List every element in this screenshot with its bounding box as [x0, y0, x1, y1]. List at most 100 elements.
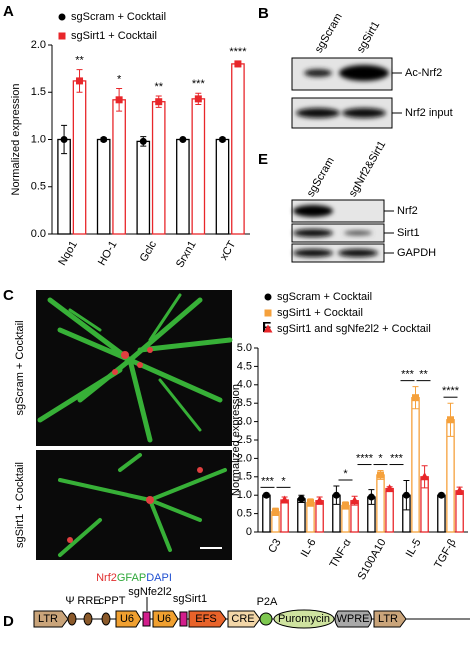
- band: [339, 65, 389, 81]
- x-tick-label: C3: [266, 537, 283, 555]
- mean-dot: [315, 496, 325, 505]
- y-axis-label: Normalized expression: [10, 84, 22, 196]
- lane-label: sgSirt1: [355, 19, 383, 55]
- element-label: U6: [120, 613, 134, 625]
- panel-letter: E: [258, 151, 268, 168]
- group-label: sgSirt1 + Cocktail: [14, 462, 26, 548]
- mean-dot: [100, 136, 108, 143]
- band: [293, 249, 333, 257]
- lane-label: sgScram: [313, 11, 345, 55]
- mean-dot: [385, 484, 395, 493]
- x-tick-label: xCT: [218, 239, 239, 263]
- x-tick-label: Gclc: [138, 239, 160, 264]
- bar: [376, 474, 385, 533]
- significance: ***: [192, 78, 206, 90]
- element-label: cPPT: [99, 595, 126, 607]
- mean-dot: [179, 136, 187, 143]
- legend-label: sgSirt1 + Cocktail: [71, 30, 157, 42]
- element-label: Puromycin: [278, 613, 330, 625]
- y-tick-label: 1.5: [237, 471, 252, 483]
- bar: [280, 499, 289, 533]
- bar: [455, 490, 464, 533]
- bar: [176, 138, 190, 235]
- significance: ****: [356, 452, 374, 464]
- y-tick-label: 2.0: [237, 452, 252, 464]
- mean-dot: [447, 416, 454, 424]
- element-label: EFS: [195, 613, 216, 625]
- significance: *: [281, 475, 286, 487]
- mean-dot: [420, 472, 430, 481]
- bar: [262, 494, 271, 533]
- significance: **: [75, 54, 84, 66]
- element-label: LTR: [38, 613, 58, 625]
- bar: [151, 101, 166, 235]
- mean-dot: [367, 493, 375, 501]
- stain: GFAP: [117, 572, 146, 584]
- mean-dot: [402, 491, 410, 499]
- mean-dot: [332, 491, 340, 499]
- micrographs: sgScram + Cocktail sgSirt1 + Cocktail Nr…: [14, 290, 233, 584]
- y-tick-label: 0: [246, 526, 252, 538]
- legend-label: sgSirt1 + Cocktail: [277, 307, 363, 319]
- band-label: Ac-Nrf2: [405, 67, 442, 79]
- lane-label: sgNrf2&Sirt1: [347, 139, 389, 199]
- mean-dot: [155, 98, 163, 106]
- element-label: sgSirt1: [173, 593, 207, 605]
- mean-dot: [307, 499, 314, 507]
- mean-dot: [342, 502, 349, 510]
- x-tick-label: IL-5: [404, 537, 424, 559]
- mean-dot: [76, 77, 84, 85]
- x-tick-label: Srxn1: [174, 239, 199, 270]
- bar: [385, 487, 394, 533]
- x-tick-label: TGF-β: [432, 537, 458, 571]
- mean-dot: [218, 136, 226, 143]
- vector-diagram: LTR Ψ RRE cPPT U6 sgNfe2l2 U6 sgSirt1 EF…: [33, 586, 470, 629]
- ltr: [33, 610, 69, 628]
- band: [293, 229, 333, 237]
- blot-b: sgScram sgSirt1 Ac-Nrf2 Nrf2 input: [291, 11, 453, 129]
- mean-dot: [115, 96, 123, 104]
- element-label: LTR: [378, 613, 398, 625]
- bar: [72, 80, 87, 235]
- legend-marker: [58, 32, 66, 40]
- y-tick-label: 4.0: [237, 379, 252, 391]
- bar: [315, 500, 324, 533]
- y-tick-label: 1.0: [237, 489, 252, 501]
- y-tick-label: 0.5: [31, 181, 46, 193]
- band: [296, 108, 340, 118]
- significance: ****: [442, 385, 460, 397]
- legend-label: sgScram + Cocktail: [277, 291, 372, 303]
- y-tick-label: 5.0: [237, 342, 252, 354]
- lane-label: sgScram: [305, 155, 337, 199]
- bar: [136, 140, 151, 235]
- element-label: RRE: [77, 595, 100, 607]
- significance: *: [343, 468, 348, 480]
- y-tick-label: 2.5: [237, 434, 252, 446]
- y-tick-label: 2.0: [31, 39, 46, 51]
- bar: [411, 397, 420, 533]
- mean-dot: [139, 137, 147, 145]
- band-label: Sirt1: [397, 227, 420, 239]
- blot-e: sgScram sgNrf2&Sirt1 Nrf2 Sirt1 GAPDH: [291, 139, 436, 263]
- significance: **: [154, 81, 163, 93]
- x-tick-label: Nqo1: [56, 239, 80, 268]
- band-label: GAPDH: [397, 247, 436, 259]
- element-label: U6: [157, 613, 171, 625]
- mean-dot: [350, 496, 360, 505]
- panel-letter: C: [3, 287, 14, 304]
- mean-dot: [377, 471, 384, 479]
- bar: [231, 63, 245, 235]
- legend-label: sgSirt1 and sgNfe2l2 + Cocktail: [277, 323, 431, 335]
- mean-dot: [272, 508, 279, 516]
- band: [342, 108, 386, 118]
- element-label: CRE: [231, 613, 254, 625]
- significance: ***: [261, 475, 275, 487]
- bar: [306, 501, 315, 533]
- significance: **: [419, 369, 428, 381]
- band-label: Nrf2 input: [405, 107, 453, 119]
- mean-dot: [194, 95, 202, 103]
- element-label: sgNfe2l2: [128, 586, 171, 598]
- mean-dot: [280, 495, 290, 504]
- significance: ***: [390, 452, 404, 464]
